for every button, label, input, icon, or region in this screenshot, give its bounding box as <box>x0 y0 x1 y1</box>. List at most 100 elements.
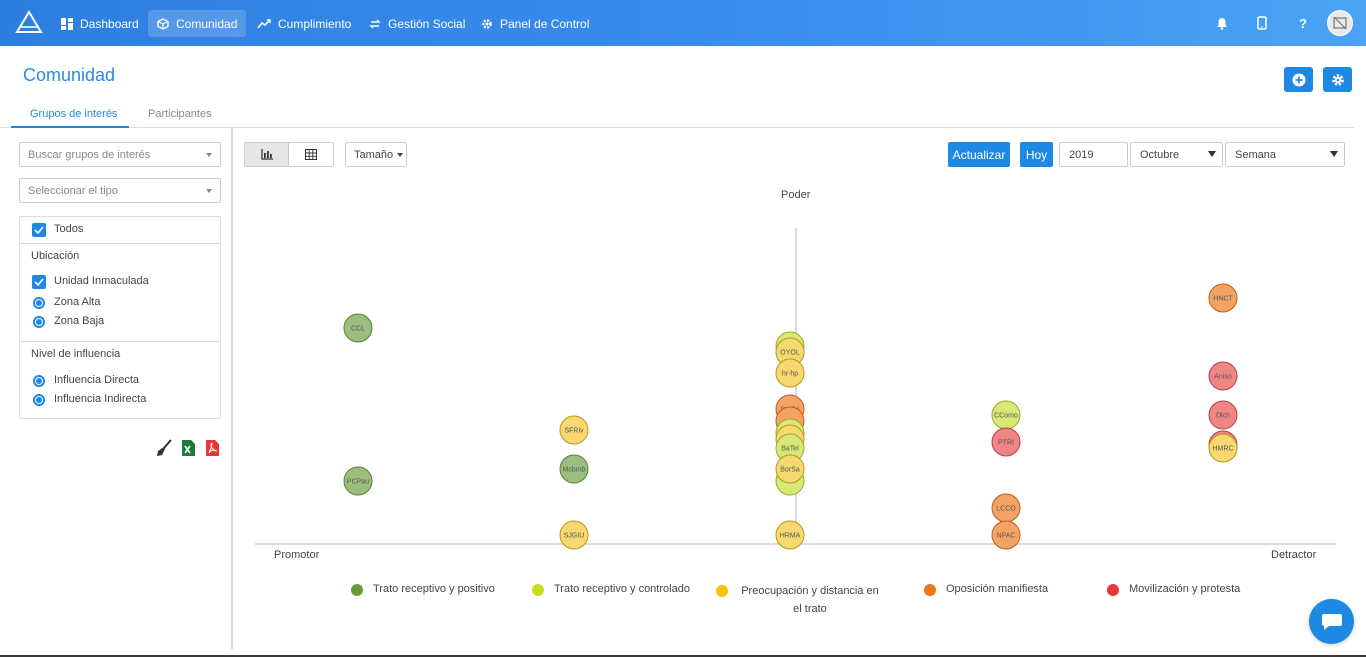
stakeholder-point-circle[interactable] <box>343 466 373 496</box>
legend-item-preocupacion[interactable]: Preocupación y distancia en el trato <box>716 582 886 618</box>
stakeholder-point-label: HNCT <box>1213 296 1233 303</box>
settings-button[interactable] <box>1323 67 1352 92</box>
stakeholder-point[interactable]: NPAC <box>991 520 1021 550</box>
stakeholder-point[interactable]: HNCT <box>1208 283 1238 313</box>
stakeholder-point-label: BorSa <box>780 467 800 474</box>
filter-divider <box>20 243 220 244</box>
search-stakeholder-select[interactable]: Buscar grupos de interés <box>19 142 221 167</box>
bar-chart-icon <box>260 149 273 160</box>
nav-cumplimiento[interactable]: Cumplimiento <box>248 10 360 37</box>
stakeholder-point-label: OYOL <box>780 350 800 357</box>
stakeholder-point[interactable]: Dlch <box>1208 400 1238 430</box>
x-axis-right-label: Detractor <box>1271 549 1317 561</box>
stakeholder-point-circle[interactable] <box>559 454 589 484</box>
location-item-zona-alta: Zona Alta <box>54 296 101 308</box>
influence-radio-indirecta[interactable] <box>33 394 45 406</box>
stakeholder-point-circle[interactable] <box>775 454 805 484</box>
legend-item-oposicion[interactable]: Oposición manifiesta <box>924 583 1048 596</box>
legend-dot <box>532 584 544 596</box>
update-button[interactable]: Actualizar <box>948 142 1010 167</box>
nav-panel-control[interactable]: Panel de Control <box>472 10 598 37</box>
legend-item-receptivo-controlado[interactable]: Trato receptivo y controlado <box>532 583 690 596</box>
stakeholder-point[interactable]: PTRI <box>991 427 1021 457</box>
chat-button[interactable] <box>1309 599 1354 644</box>
nav-dashboard[interactable]: Dashboard <box>52 10 148 37</box>
stakeholder-point[interactable]: LCCO <box>991 493 1021 523</box>
stakeholder-point-circle[interactable] <box>559 415 589 445</box>
month-select[interactable]: Octubre <box>1130 142 1223 167</box>
all-checkbox[interactable] <box>32 223 46 237</box>
stakeholder-point-circle[interactable] <box>559 520 589 550</box>
stakeholder-point[interactable]: HMRC <box>1208 433 1238 463</box>
pdf-icon[interactable] <box>203 439 221 457</box>
tab-participantes[interactable]: Participantes <box>148 108 212 120</box>
mobile-icon[interactable] <box>1253 14 1271 32</box>
stakeholder-point[interactable]: HRMA <box>775 520 805 550</box>
size-dropdown[interactable]: Tamaño <box>345 142 407 167</box>
caret-down-icon <box>397 152 404 157</box>
nav-comunidad[interactable]: Comunidad <box>148 10 247 37</box>
stakeholder-point-circle[interactable] <box>1208 283 1238 313</box>
legend-dot <box>1107 584 1119 596</box>
nav-gestion-social-label: Gestión Social <box>388 16 466 31</box>
legend-item-movilizacion[interactable]: Movilización y protesta <box>1107 583 1240 596</box>
stakeholder-point[interactable]: BorSa <box>775 454 805 484</box>
active-tab-indicator <box>11 126 129 128</box>
stakeholder-point[interactable]: PCPau <box>343 466 373 496</box>
add-button[interactable] <box>1284 67 1313 92</box>
table-icon <box>305 149 317 160</box>
stakeholder-point[interactable]: CCL <box>343 313 373 343</box>
stakeholder-point-label: BaTel <box>781 446 799 453</box>
period-select[interactable]: Semana <box>1225 142 1345 167</box>
today-button[interactable]: Hoy <box>1020 142 1053 167</box>
stakeholder-point-circle[interactable] <box>775 520 805 550</box>
excel-icon[interactable] <box>179 439 197 457</box>
chart-view-button[interactable] <box>245 143 290 166</box>
broom-icon[interactable] <box>155 439 173 457</box>
help-icon[interactable]: ? <box>1294 14 1312 32</box>
influence-title: Nivel de influencia <box>31 348 121 360</box>
stakeholder-point[interactable]: CComo <box>991 400 1021 430</box>
stakeholder-point[interactable]: Mcbmb <box>559 454 589 484</box>
stakeholder-point-circle[interactable] <box>775 358 805 388</box>
nav-dashboard-label: Dashboard <box>80 16 139 31</box>
help-icon-label: ? <box>1299 15 1307 31</box>
stakeholder-point-label: hr-hp <box>782 371 798 378</box>
legend-label: Trato receptivo y controlado <box>554 583 690 595</box>
dashboard-icon <box>61 17 73 30</box>
logo-icon[interactable] <box>15 10 43 34</box>
stakeholder-point-label: CCL <box>351 326 365 333</box>
stakeholder-point-label: PCPau <box>347 479 369 486</box>
stakeholder-point-circle[interactable] <box>1208 433 1238 463</box>
top-navbar: Dashboard Comunidad Cumplimiento Gestión… <box>0 0 1366 46</box>
stakeholder-point-label: Dlch <box>1216 413 1230 420</box>
nav-gestion-social[interactable]: Gestión Social <box>360 10 474 37</box>
stakeholder-point-circle[interactable] <box>1208 400 1238 430</box>
stakeholder-point[interactable]: SFRiv <box>559 415 589 445</box>
stakeholder-point[interactable]: Aniso <box>1208 361 1238 391</box>
table-view-button[interactable] <box>289 143 333 166</box>
type-select[interactable]: Seleccionar el tipo <box>19 178 221 203</box>
gear-icon <box>482 18 492 29</box>
location-radio-zona-baja[interactable] <box>33 316 45 328</box>
stakeholder-point-label: Mcbmb <box>563 467 586 474</box>
location-radio-zona-alta[interactable] <box>33 297 45 309</box>
location-checkbox-unidad[interactable] <box>32 275 46 289</box>
bell-icon[interactable] <box>1213 14 1231 32</box>
stakeholder-point[interactable]: hr-hp <box>775 358 805 388</box>
window-bottom-edge <box>0 655 1366 657</box>
stakeholder-point-circle[interactable] <box>343 313 373 343</box>
influence-radio-directa[interactable] <box>33 375 45 387</box>
tab-grupos-interes[interactable]: Grupos de interés <box>30 108 118 120</box>
year-input[interactable]: 2019 <box>1059 142 1128 167</box>
stakeholder-point-circle[interactable] <box>991 520 1021 550</box>
stakeholder-point[interactable]: SJGIU <box>559 520 589 550</box>
avatar[interactable] <box>1327 10 1353 36</box>
exchange-icon <box>369 18 381 29</box>
nav-panel-control-label: Panel de Control <box>500 16 590 31</box>
stakeholder-point-circle[interactable] <box>991 427 1021 457</box>
stakeholder-point-circle[interactable] <box>1208 361 1238 391</box>
legend-item-receptivo-positivo[interactable]: Trato receptivo y positivo <box>351 583 495 596</box>
location-item-zona-baja: Zona Baja <box>54 315 105 327</box>
chevron-down-icon <box>206 189 212 193</box>
